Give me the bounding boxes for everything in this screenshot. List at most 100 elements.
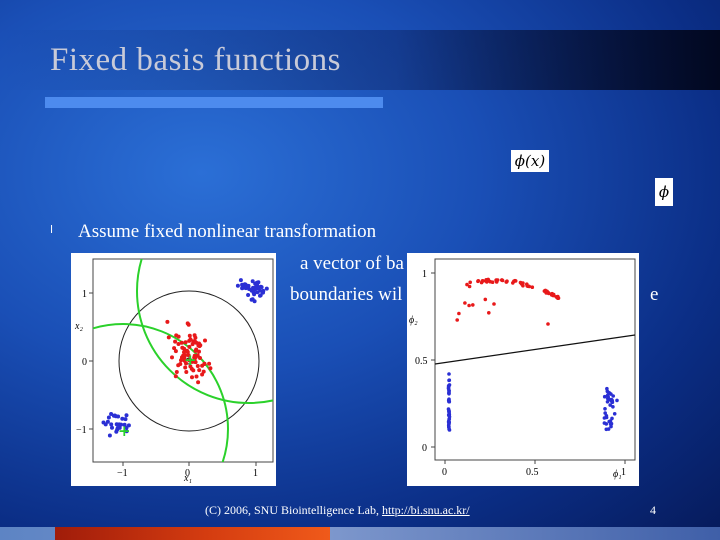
feature-point — [605, 400, 610, 404]
feature-point — [604, 414, 609, 418]
feature-point — [446, 386, 451, 390]
scatter-point — [203, 338, 207, 343]
scatter-point — [194, 374, 199, 379]
scatter-point — [235, 283, 240, 288]
red-class-features — [455, 277, 561, 326]
scatter-point — [191, 368, 196, 373]
scatter-point — [260, 290, 265, 295]
scatter-point — [251, 290, 256, 295]
scatter-point — [113, 414, 118, 419]
scatter-point — [258, 293, 263, 298]
scatter-point — [173, 349, 178, 354]
scatter-point — [201, 369, 206, 374]
scatter-point — [173, 374, 178, 379]
scatter-point — [196, 380, 201, 385]
bullet-marker: l — [50, 223, 54, 236]
scatter-point — [192, 333, 197, 338]
scatter-point — [250, 279, 255, 284]
figure-input-space: + + x₂ x₁ −1 0 1 1 0 −1 — [71, 253, 276, 486]
feature-point — [556, 296, 560, 300]
feature-point — [447, 391, 451, 395]
feature-point — [530, 285, 535, 289]
scatter-point — [240, 286, 245, 291]
scatter-point — [252, 299, 257, 304]
scatter-point — [246, 283, 251, 288]
linear-decision-boundary — [434, 334, 636, 365]
scatter-point — [170, 355, 174, 360]
subline-vector: a vector of ba — [300, 253, 404, 274]
basis-contour-bottom — [93, 323, 229, 462]
footer-link[interactable]: http://bi.snu.ac.kr/ — [381, 503, 470, 517]
input-space-plot: + + x₂ x₁ −1 0 1 1 0 −1 — [74, 258, 274, 484]
scatter-point — [101, 420, 106, 425]
feature-point — [608, 403, 612, 407]
scatter-point — [109, 412, 114, 416]
feature-point — [609, 421, 614, 426]
scatter-point — [184, 370, 189, 374]
tick-phi1-05: 0.5 — [526, 467, 539, 478]
feature-point — [483, 297, 488, 302]
feature-point — [476, 279, 481, 283]
scatter-point — [193, 348, 198, 353]
title-bar-shade — [0, 30, 720, 90]
scatter-point — [174, 370, 179, 374]
scatter-point — [188, 364, 193, 369]
scatter-point — [122, 422, 127, 427]
formula-phi-x: ϕ(x) — [511, 150, 549, 172]
scatter-point — [254, 280, 259, 285]
tick-phi2-1: 1 — [422, 269, 427, 280]
feature-point — [615, 398, 619, 403]
scatter-point — [183, 365, 188, 370]
tick-y-1: 1 — [82, 289, 87, 300]
figure-feature-space: ϕ₂ ϕ₁ 0 0.5 1 1 0.5 0 — [407, 253, 639, 486]
scatter-point — [120, 416, 125, 421]
scatter-point — [259, 285, 264, 290]
basis-center-marker: + — [184, 351, 197, 369]
tick-phi1-0: 0 — [442, 467, 447, 478]
feature-point — [468, 280, 472, 285]
feature-point — [467, 303, 471, 308]
scatter-point — [190, 375, 194, 380]
scatter-point — [243, 285, 248, 290]
scatter-point — [182, 358, 187, 363]
basis-center-marker-2: + — [118, 422, 131, 440]
axis-label-x2: x₂ — [74, 321, 83, 332]
scatter-point — [165, 319, 170, 324]
scatter-point — [166, 335, 171, 340]
feature-point — [447, 378, 451, 383]
red-class-points — [165, 319, 213, 385]
scatter-point — [198, 356, 202, 360]
scatter-point — [172, 346, 177, 351]
scatter-point — [202, 361, 207, 366]
feature-point — [447, 415, 452, 419]
scatter-point — [189, 359, 194, 364]
feature-point — [518, 280, 523, 285]
feature-point — [492, 302, 496, 306]
feature-point — [603, 407, 607, 411]
feature-point — [606, 390, 610, 395]
blue-class-features — [446, 372, 619, 432]
scatter-point — [208, 366, 213, 371]
title-underline — [45, 97, 383, 108]
scatter-point — [187, 333, 192, 338]
scatter-point — [109, 422, 114, 427]
scatter-point — [240, 283, 245, 288]
feature-point — [513, 279, 518, 283]
scatter-point — [179, 340, 184, 345]
bottom-accent-bar — [55, 527, 330, 540]
scatter-point — [183, 340, 188, 345]
feature-point — [544, 291, 548, 295]
feature-point — [487, 311, 491, 315]
feature-point — [604, 427, 609, 432]
feature-point — [610, 416, 614, 421]
feature-point — [465, 282, 469, 287]
axis-label-x1: x₁ — [183, 473, 192, 484]
scatter-point — [115, 426, 120, 430]
page-number: 4 — [650, 503, 656, 517]
scatter-point — [183, 353, 188, 358]
feature-point — [611, 405, 615, 409]
feature-point — [605, 393, 610, 398]
feature-point — [609, 399, 614, 403]
scatter-point — [126, 423, 131, 428]
scatter-point — [176, 342, 181, 346]
